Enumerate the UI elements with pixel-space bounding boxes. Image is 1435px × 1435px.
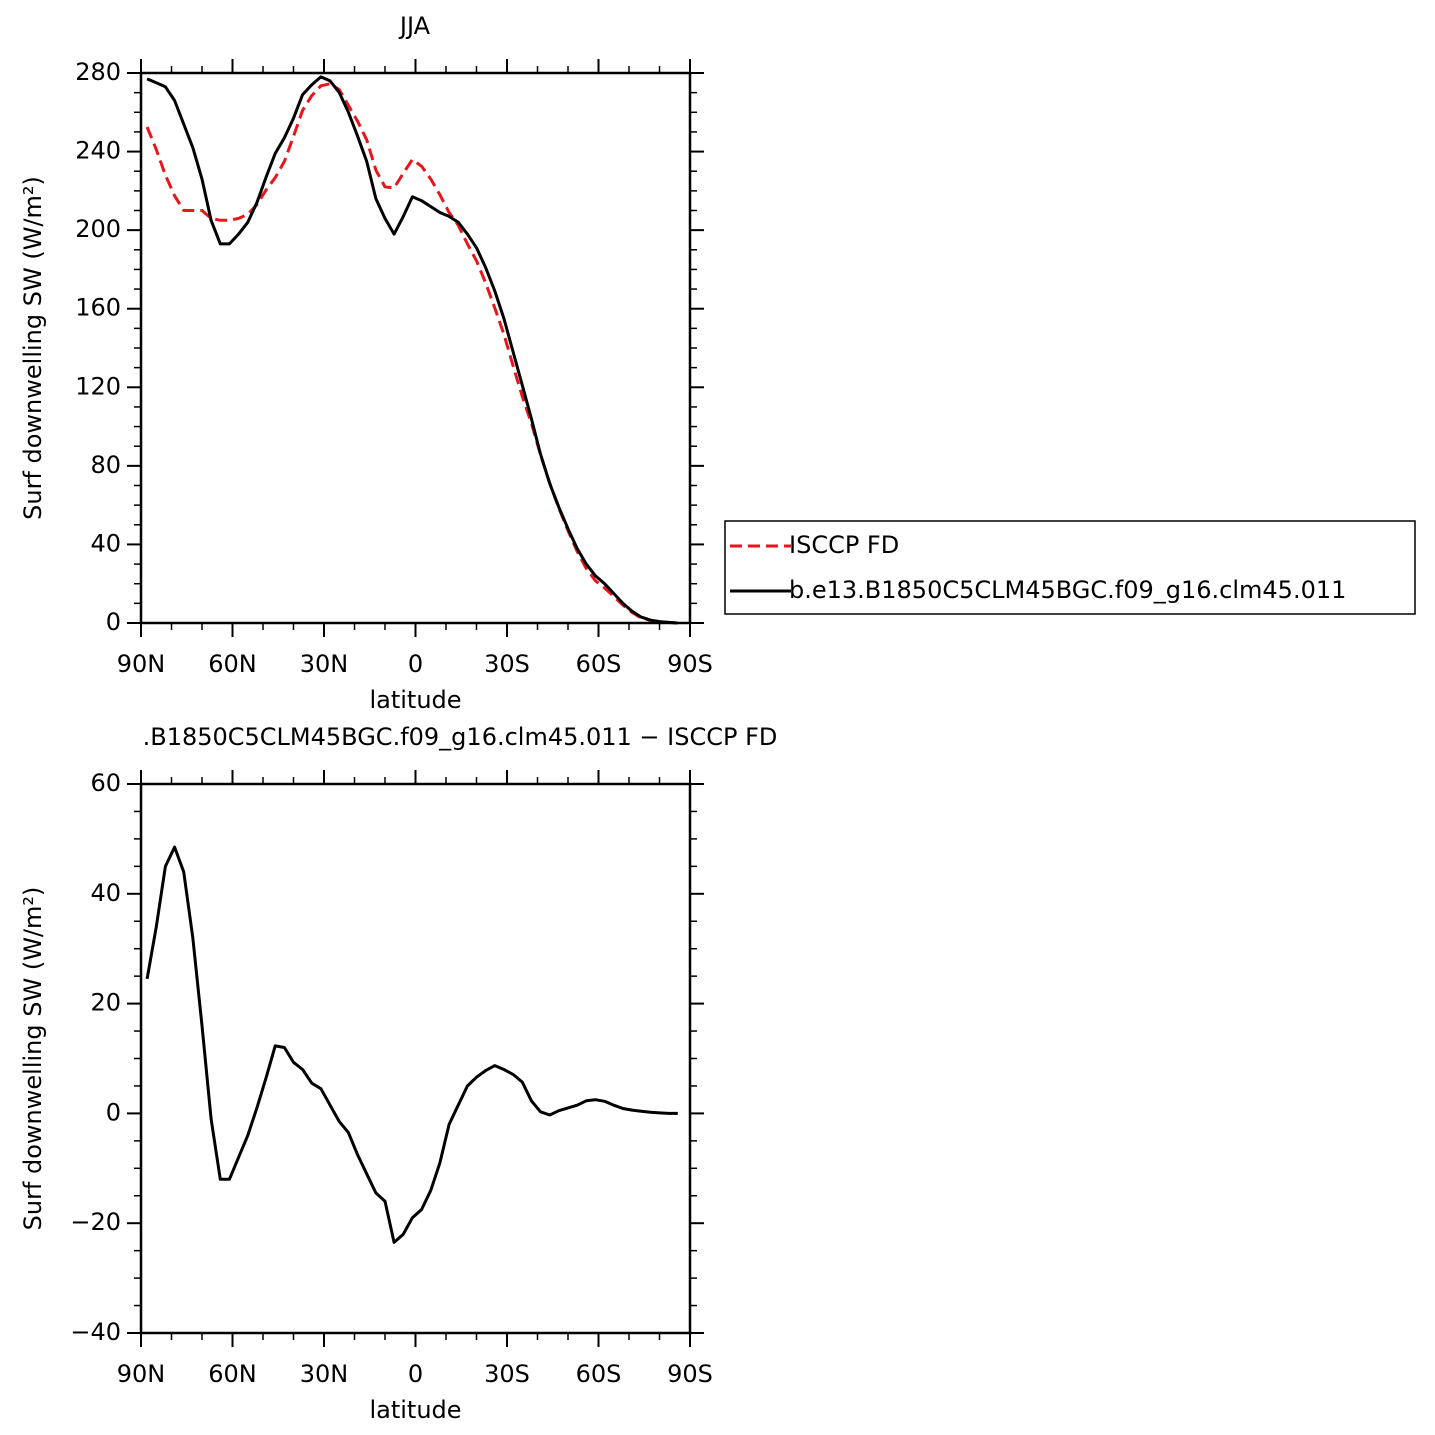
y-axis-label: Surf downwelling SW (W/m²) xyxy=(19,887,47,1231)
y-tick-label: −20 xyxy=(70,1208,121,1236)
y-tick-label: 200 xyxy=(75,215,121,243)
y-tick-label: 120 xyxy=(75,372,121,400)
y-tick-label: 240 xyxy=(75,137,121,165)
x-axis-label: latitude xyxy=(369,686,461,714)
x-axis-label: latitude xyxy=(369,1396,461,1424)
y-tick-label: 40 xyxy=(90,879,121,907)
x-tick-label: 90S xyxy=(667,650,713,678)
y-tick-label: 20 xyxy=(90,989,121,1017)
series-line xyxy=(145,845,678,1244)
x-tick-label: 60N xyxy=(208,1360,257,1388)
y-tick-label: 60 xyxy=(90,769,121,797)
legend-box xyxy=(724,520,1416,615)
x-tick-label: 30S xyxy=(484,650,530,678)
x-tick-label: 60S xyxy=(576,1360,622,1388)
legend-label: ISCCP FD xyxy=(789,531,899,559)
series-line xyxy=(145,82,678,625)
x-tick-label: 30S xyxy=(484,1360,530,1388)
plot-frame xyxy=(139,71,692,625)
x-tick-label: 60N xyxy=(208,650,257,678)
y-tick-label: 40 xyxy=(90,529,121,557)
chart-title: JJA xyxy=(398,12,431,40)
y-axis-label: Surf downwelling SW (W/m²) xyxy=(19,176,47,520)
x-tick-label: 0 xyxy=(408,1360,423,1388)
x-tick-label: 60S xyxy=(576,650,622,678)
x-tick-label: 0 xyxy=(408,650,423,678)
y-tick-label: 0 xyxy=(106,1098,121,1126)
y-tick-label: 0 xyxy=(106,608,121,636)
y-tick-label: 280 xyxy=(75,58,121,86)
x-tick-label: 30N xyxy=(300,650,349,678)
x-tick-label: 90N xyxy=(117,1360,166,1388)
series-line xyxy=(146,75,678,625)
x-tick-label: 90S xyxy=(667,1360,713,1388)
y-tick-label: −40 xyxy=(70,1318,121,1346)
y-tick-label: 80 xyxy=(90,451,121,479)
plot-frame xyxy=(139,782,692,1335)
y-tick-label: 160 xyxy=(75,294,121,322)
x-tick-label: 90N xyxy=(117,650,166,678)
x-tick-label: 30N xyxy=(300,1360,349,1388)
chart-title: .B1850C5CLM45BGC.f09_g16.clm45.011 − ISC… xyxy=(143,723,778,751)
legend-label: b.e13.B1850C5CLM45BGC.f09_g16.clm45.011 xyxy=(789,576,1346,604)
